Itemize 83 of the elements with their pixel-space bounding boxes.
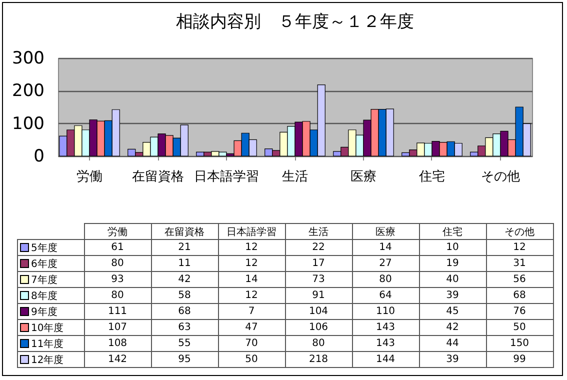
data-label: 14 bbox=[352, 240, 419, 256]
y-tick-label: 100 bbox=[12, 114, 44, 134]
data-label: 17 bbox=[285, 256, 352, 272]
data-label: 68 bbox=[486, 288, 553, 304]
data-label: 39 bbox=[419, 352, 486, 368]
data-label: 55 bbox=[151, 336, 218, 352]
legend-label: 8年度 bbox=[18, 288, 84, 304]
data-label: 42 bbox=[419, 320, 486, 336]
legend-label: 12年度 bbox=[18, 352, 84, 368]
data-label: 108 bbox=[84, 336, 151, 352]
x-tick-label: 日本語学習 bbox=[194, 170, 260, 184]
data-label: 12 bbox=[218, 240, 285, 256]
data-label: 27 bbox=[352, 256, 419, 272]
legend-label: 9年度 bbox=[18, 304, 84, 320]
data-label: 12 bbox=[218, 288, 285, 304]
data-label: 31 bbox=[486, 256, 553, 272]
data-label: 99 bbox=[486, 352, 553, 368]
data-label: 80 bbox=[352, 272, 419, 288]
data-label: 80 bbox=[285, 336, 352, 352]
data-label: 58 bbox=[151, 288, 218, 304]
data-label: 106 bbox=[285, 320, 352, 336]
chart-title: 相談内容別 ５年度～１２年度 bbox=[176, 12, 414, 32]
x-tick-label: 医療 bbox=[350, 170, 376, 184]
data-label: 12 bbox=[218, 256, 285, 272]
data-label: 63 bbox=[151, 320, 218, 336]
data-label: 47 bbox=[218, 320, 285, 336]
data-label: 218 bbox=[285, 352, 352, 368]
x-tick-label: 労働 bbox=[76, 170, 103, 184]
legend-label: 10年度 bbox=[18, 320, 84, 336]
data-label: 50 bbox=[486, 320, 553, 336]
data-label: 11 bbox=[151, 256, 218, 272]
data-label: 111 bbox=[84, 304, 151, 320]
data-label: 70 bbox=[218, 336, 285, 352]
data-label: 40 bbox=[419, 272, 486, 288]
x-tick-label: 在留資格 bbox=[132, 170, 184, 184]
data-label: 39 bbox=[419, 288, 486, 304]
category-label: 労働 bbox=[108, 226, 128, 238]
data-label: 42 bbox=[151, 272, 218, 288]
y-tick-label: 300 bbox=[12, 48, 44, 68]
data-label: 73 bbox=[285, 272, 352, 288]
data-label: 64 bbox=[352, 288, 419, 304]
data-label: 80 bbox=[84, 288, 151, 304]
data-label: 107 bbox=[84, 320, 151, 336]
data-label: 68 bbox=[151, 304, 218, 320]
category-label: 生活 bbox=[308, 226, 328, 238]
data-label: 50 bbox=[218, 352, 285, 368]
category-label: 日本語学習 bbox=[226, 226, 276, 238]
data-label: 104 bbox=[285, 304, 352, 320]
data-label: 22 bbox=[285, 240, 352, 256]
data-label: 143 bbox=[352, 336, 419, 352]
category-label: その他 bbox=[504, 226, 534, 238]
data-label: 45 bbox=[419, 304, 486, 320]
data-label: 144 bbox=[352, 352, 419, 368]
data-label: 56 bbox=[486, 272, 553, 288]
category-label: 在留資格 bbox=[164, 226, 204, 238]
data-label: 76 bbox=[486, 304, 553, 320]
data-label: 110 bbox=[352, 304, 419, 320]
data-label: 91 bbox=[285, 288, 352, 304]
data-label: 21 bbox=[151, 240, 218, 256]
data-label: 150 bbox=[486, 336, 553, 352]
legend-label: 11年度 bbox=[18, 336, 84, 352]
data-label: 93 bbox=[84, 272, 151, 288]
category-label: 住宅 bbox=[442, 226, 462, 238]
legend-label: 5年度 bbox=[18, 240, 84, 256]
data-label: 143 bbox=[352, 320, 419, 336]
data-label: 12 bbox=[486, 240, 553, 256]
data-label: 80 bbox=[84, 256, 151, 272]
legend-label: 7年度 bbox=[18, 272, 84, 288]
data-label: 7 bbox=[218, 304, 285, 320]
data-label: 142 bbox=[84, 352, 151, 368]
x-tick-label: 生活 bbox=[282, 170, 308, 184]
y-tick-label: 200 bbox=[12, 81, 44, 102]
data-label: 95 bbox=[151, 352, 218, 368]
x-tick-label: その他 bbox=[480, 170, 520, 184]
category-label: 医療 bbox=[376, 226, 396, 238]
data-label: 61 bbox=[84, 240, 151, 256]
legend-label: 6年度 bbox=[18, 256, 84, 272]
data-label: 10 bbox=[419, 240, 486, 256]
x-tick-label: 住宅 bbox=[418, 168, 445, 184]
y-tick-label: 0 bbox=[34, 146, 44, 166]
data-label: 44 bbox=[419, 336, 486, 352]
data-label: 19 bbox=[419, 256, 486, 272]
data-label: 14 bbox=[218, 272, 285, 288]
